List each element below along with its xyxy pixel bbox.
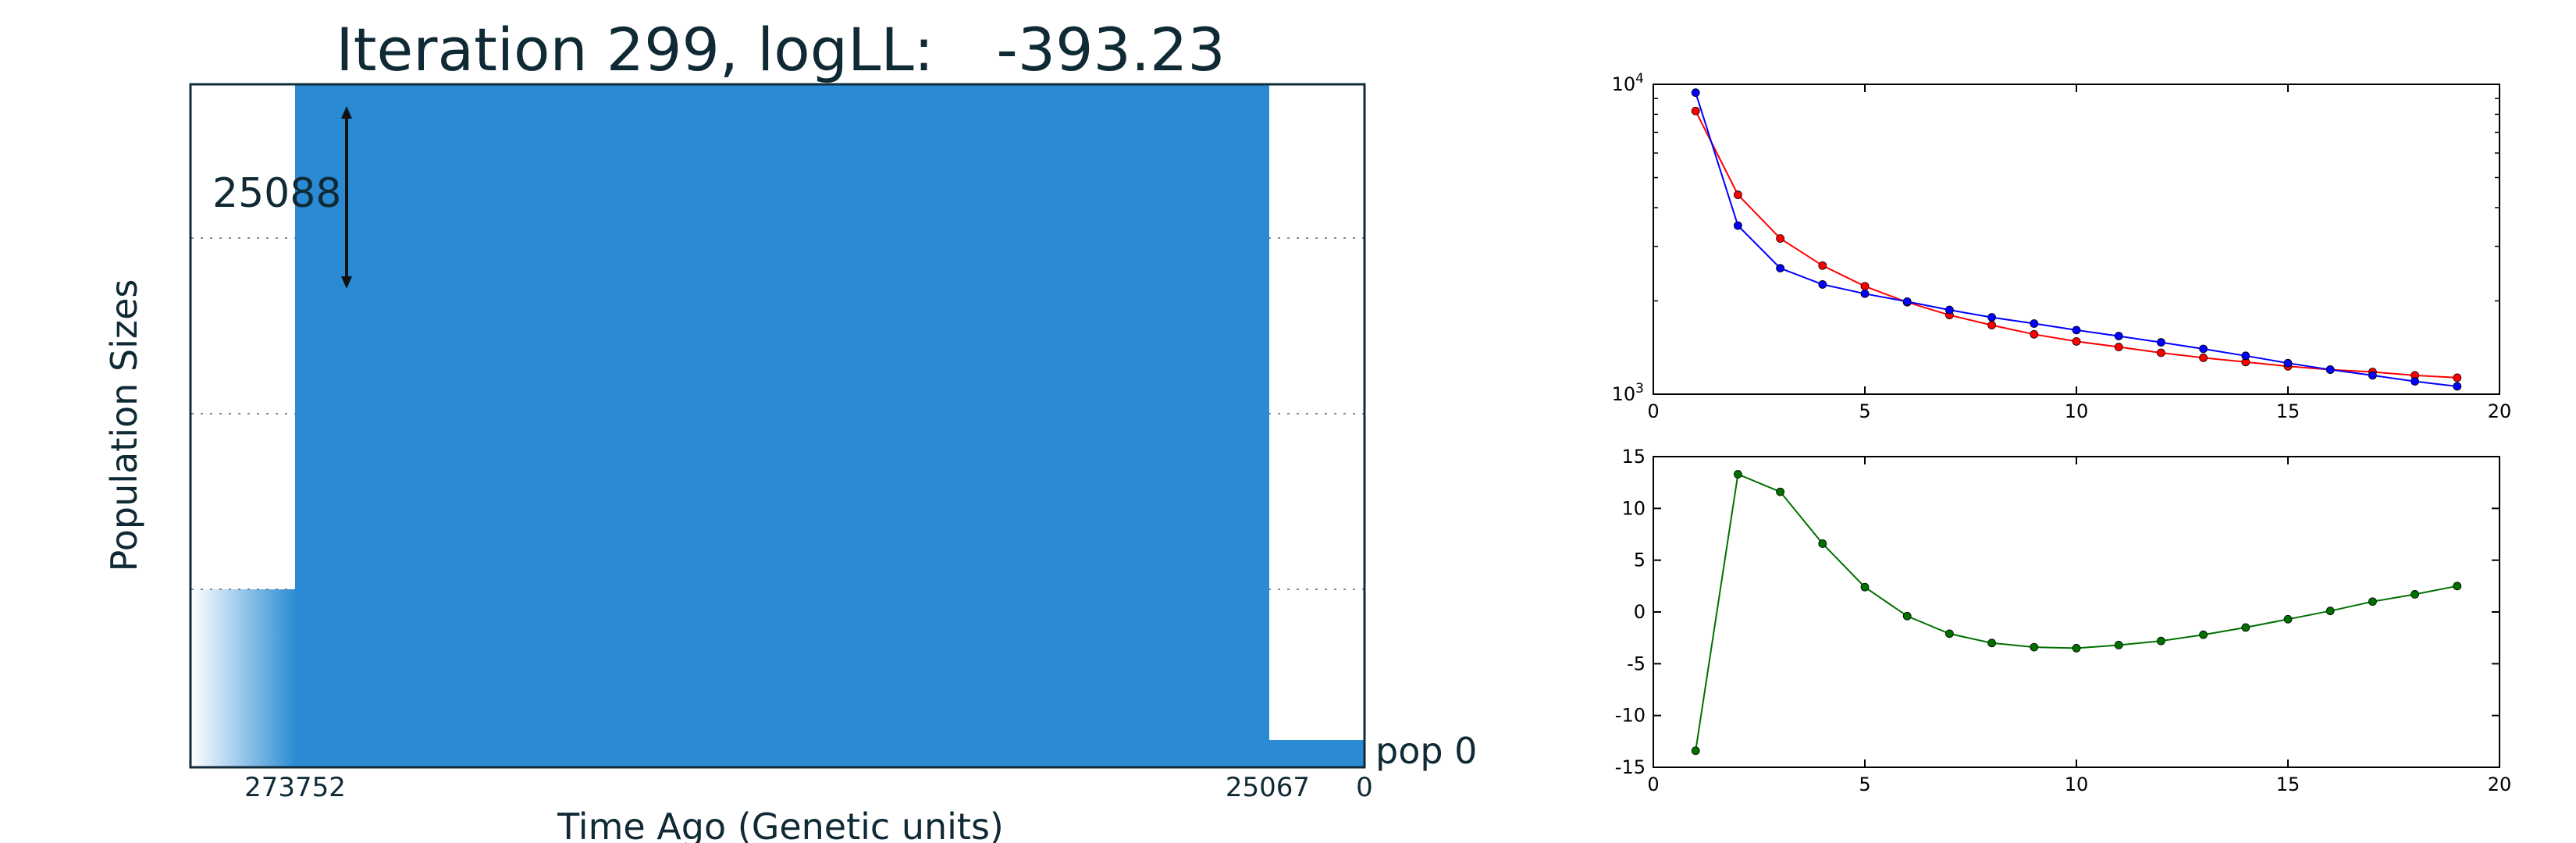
y-axis-label: Population Sizes (103, 279, 145, 572)
data-point (1776, 264, 1785, 273)
data-point (2325, 606, 2335, 616)
data-point (1860, 289, 1870, 298)
x-tick-label: 20 (2488, 400, 2512, 422)
y-tick-label: -10 (1615, 705, 1646, 727)
difference-chart: 0 5 10 15 20 15 10 5 0 -5 -10 -15 (1615, 446, 2511, 795)
population-label: pop 0 (1375, 730, 1477, 772)
data-point (2072, 325, 2081, 335)
data-point (1860, 282, 1870, 291)
data-point (2199, 344, 2208, 354)
x-axis-label: Time Ago (Genetic units) (557, 806, 1004, 843)
data-point (1818, 280, 1827, 289)
data-point (1944, 305, 1954, 315)
data-point (2114, 641, 2123, 649)
data-point (1944, 629, 1954, 638)
y-tick-label: 104 (1612, 71, 1644, 95)
data-point (2114, 332, 2123, 340)
data-point (2156, 348, 2165, 357)
data-point (1733, 470, 1742, 478)
data-point (2411, 590, 2420, 599)
x-tick-label: 0 (1647, 400, 1659, 422)
likelihood-chart-log: 0 5 10 15 20 103 104 (1612, 71, 2512, 422)
data-point (2453, 382, 2462, 391)
data-point (2030, 642, 2039, 652)
size-arrow (341, 106, 352, 289)
demography-panel: Iteration 299, logLL: -393.23 25088 27375… (103, 15, 1477, 843)
size-annotation: 25088 (212, 170, 341, 217)
y-tick-label: -15 (1615, 756, 1646, 778)
data-point (1733, 221, 1742, 230)
data-point (1987, 321, 1997, 329)
x-tick-label: 5 (1859, 400, 1870, 422)
x-tick-label: 15 (2276, 400, 2300, 422)
data-point (1860, 582, 1870, 592)
population-block-recent (1268, 740, 1364, 767)
data-point (2453, 582, 2462, 591)
ancestral-population-block (191, 589, 297, 767)
time-tick-label: 0 (1356, 772, 1373, 803)
data-point (2156, 338, 2165, 347)
y-tick-label: 15 (1621, 446, 1646, 468)
data-point (1691, 746, 1700, 756)
data-point (1987, 313, 1997, 322)
data-point (2368, 597, 2377, 606)
plot-frame (189, 83, 1366, 769)
data-point (2030, 329, 2039, 339)
y-tick-label: 0 (1634, 601, 1646, 623)
x-tick-label: 5 (1859, 774, 1870, 795)
data-point (1776, 487, 1785, 496)
x-tick-label: 0 (1647, 774, 1659, 795)
data-point (1902, 297, 1912, 306)
y-tick-label: -5 (1627, 653, 1646, 674)
y-tick-label: 10 (1621, 497, 1646, 519)
data-point (2199, 630, 2208, 639)
data-point (1691, 106, 1700, 116)
data-point (2283, 358, 2293, 368)
data-point (2072, 644, 2081, 653)
x-tick-label: 15 (2276, 774, 2300, 795)
data-point (2241, 351, 2250, 361)
time-tick-label: 25067 (1226, 772, 1310, 803)
population-block-main (295, 84, 1269, 767)
y-tick-label: 103 (1612, 381, 1644, 405)
x-tick-label: 10 (2065, 400, 2089, 422)
data-point (2072, 337, 2081, 346)
data-point (2030, 319, 2039, 328)
data-point (2411, 377, 2420, 386)
data-point (1818, 539, 1827, 548)
data-point (2241, 623, 2250, 632)
data-point (1902, 611, 1912, 621)
data-point (1776, 234, 1785, 243)
x-tick-label: 10 (2065, 774, 2089, 795)
time-tick-label: 273752 (244, 772, 346, 803)
data-point (2114, 343, 2123, 351)
chart-frame (1653, 456, 2500, 768)
data-point (1818, 261, 1827, 270)
data-point (2199, 354, 2208, 362)
demography-title: Iteration 299, logLL: -393.23 (336, 15, 1225, 84)
data-point (1733, 190, 1742, 199)
data-point (2453, 373, 2462, 382)
data-point (1691, 88, 1700, 98)
x-tick-label: 20 (2488, 774, 2512, 795)
data-point (2325, 365, 2335, 374)
series-line-0 (1695, 473, 2457, 751)
data-point (1987, 638, 1997, 648)
y-tick-label: 5 (1634, 550, 1646, 571)
data-point (2368, 371, 2377, 380)
data-point (2283, 614, 2293, 624)
data-point (2156, 636, 2165, 646)
